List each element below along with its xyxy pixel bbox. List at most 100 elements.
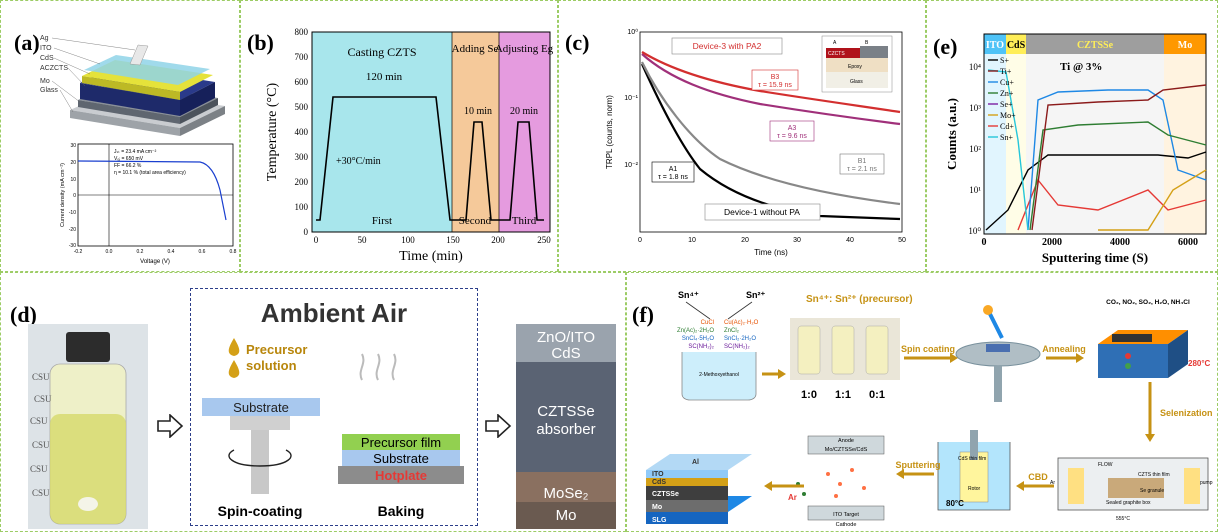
inset-glass: Glass <box>850 79 863 85</box>
temperature-profile-chart: 800 700 600 500 400 300 200 100 0 0 50 1… <box>265 27 554 264</box>
c-b3-tau: τ = 15.9 ns <box>758 82 792 89</box>
e-ytick: 10⁴ <box>969 62 981 72</box>
f-chem-right: SnCl₂·2H₂O <box>724 336 756 342</box>
b-stage-first: First <box>372 215 392 227</box>
b-xlabel: Time (min) <box>399 249 463 264</box>
e-ytick: 10⁰ <box>968 226 981 236</box>
f-step-selen: Selenization <box>1160 408 1213 418</box>
bake-film: Precursor film <box>361 435 441 450</box>
panel-f-label: (f) <box>632 302 654 327</box>
f-dev-al: Al <box>692 459 699 466</box>
c-bottom-box: Device-1 without PA <box>724 207 800 217</box>
panel-b-label: (b) <box>247 30 274 55</box>
panel-a-label: (a) <box>14 30 40 55</box>
layer-label-mo: Mo <box>40 78 50 85</box>
c-a3-name: A3 <box>788 125 797 132</box>
jv-xtick: 0.0 <box>106 249 113 255</box>
e-ylabel: Counts (a.u.) <box>948 98 959 170</box>
sem-mose2: MoSe₂ <box>543 485 588 502</box>
e-xlabel: Sputtering time (S) <box>1042 250 1148 265</box>
b-xtick: 150 <box>446 235 460 245</box>
e-ytick: 10³ <box>969 103 981 113</box>
e-xtick: 0 <box>982 237 987 248</box>
c-xtick: 0 <box>638 237 642 244</box>
c-ytick: 10⁰ <box>627 28 638 36</box>
f-chem-left: SC(NH₂)₂ <box>688 344 714 350</box>
device-stack-illustration: Ag ITO CdS ACZCTS Mo Glass <box>40 35 225 136</box>
panel-d-label: (d) <box>10 302 37 327</box>
jv-ytick: 30 <box>70 143 76 149</box>
panel-c-label: (c) <box>565 30 590 55</box>
f-selen-ar: Ar <box>1050 480 1055 486</box>
b-ytick: 100 <box>295 202 309 212</box>
layer-label-glass: Glass <box>40 87 58 94</box>
bottle-text: CSU <box>30 464 48 474</box>
e-layer-czts: CZTSSe <box>1077 40 1114 51</box>
layer-label-ito: ITO <box>40 45 52 52</box>
panel-e-label: (e) <box>933 34 958 59</box>
c-title-box: Device-3 with PA2 <box>693 41 762 51</box>
c-xtick: 50 <box>898 237 906 244</box>
f-dev-ito: ITO <box>652 471 664 478</box>
f-chem-left: CuCl <box>701 320 714 326</box>
droplet-icon <box>228 360 240 378</box>
sem-znoito: ZnO/ITO <box>537 329 595 346</box>
f-solvent: 2-Methoxyethanol <box>699 372 739 378</box>
e-legend: S+ Ti+ Cu+ Zn+ Se+ Mo+ Cd+ Sn+ <box>988 56 1016 142</box>
e-legend-zn: Zn+ <box>1000 89 1014 98</box>
layer-label-cds: CdS <box>40 55 54 62</box>
b-note-20: 20 min <box>510 106 538 117</box>
ambient-air-box <box>190 288 478 526</box>
e-ytick: 10¹ <box>969 185 981 195</box>
trpl-decay-chart: 10⁰ 10⁻¹ 10⁻² 0 10 20 30 40 50 Time (ns)… <box>605 28 906 257</box>
sem-cross-section: ZnO/ITO CdS CZTSSe absorber MoSe₂ Mo <box>516 324 616 529</box>
f-selen-pump: pump <box>1200 480 1213 486</box>
e-layer-ito: ITO <box>986 40 1004 51</box>
b-xtick: 200 <box>491 235 505 245</box>
f-ratio: 1:1 <box>835 389 851 401</box>
e-layer-mo: Mo <box>1178 40 1192 51</box>
f-gases: CO₂, NO₂, SO₂, H₂O, NH₄Cl <box>1106 299 1190 306</box>
f-selen-box: Sealed graphite box <box>1106 500 1151 506</box>
c-a1-name: A1 <box>669 166 678 173</box>
jv-xtick: 0.4 <box>168 249 175 255</box>
panel-b-frame <box>240 0 558 272</box>
bake-hotplate: Hotplate <box>375 468 427 483</box>
e-xtick: 4000 <box>1110 237 1130 248</box>
c-ylabel: TRPL (counts, norm) <box>605 95 614 169</box>
b-note-10: 10 min <box>464 106 492 117</box>
droplet-icon <box>228 338 240 356</box>
spin-substrate: Substrate <box>233 400 289 415</box>
e-legend-se: Se+ <box>1000 100 1013 109</box>
b-ytick: 400 <box>295 127 309 137</box>
c-a3-tau: τ = 9.6 ns <box>777 133 807 140</box>
inset-b: B <box>865 40 869 46</box>
jv-xtick: -0.2 <box>74 249 83 255</box>
c-ytick: 10⁻² <box>624 162 638 169</box>
c-b1-tau: τ = 2.1 ns <box>847 166 877 173</box>
jv-ylabel: Current density (mA cm⁻²) <box>60 163 66 227</box>
jv-ytick: 20 <box>70 160 76 166</box>
f-selen-film: CZTS thin film <box>1138 472 1170 478</box>
precursor-label-2: solution <box>246 358 297 373</box>
f-step-spin: Spin coating <box>901 344 955 354</box>
ambient-air-schematic: Ambient Air Precursor solution Substrate… <box>202 298 464 519</box>
jv-xtick: 0.6 <box>199 249 206 255</box>
f-sput-ar: Ar <box>788 493 797 502</box>
jv-ytick: -20 <box>69 227 76 233</box>
f-dev-cztsse: CZTSSe <box>652 491 679 498</box>
b-ytick: 0 <box>304 227 309 237</box>
jv-ytick: 10 <box>70 177 76 183</box>
e-legend-ti: Ti+ <box>1000 67 1012 76</box>
fabrication-process-diagram: Sn⁴⁺ Sn²⁺ CuCl Zn(Ac)₂·2H₂O SnCl₄·5H₂O S… <box>646 290 1213 528</box>
jv-xtick: 0.2 <box>137 249 144 255</box>
b-xtick: 100 <box>401 235 415 245</box>
precursor-label: Precursor <box>246 342 307 357</box>
e-xtick: 2000 <box>1042 237 1062 248</box>
b-ytick: 600 <box>295 77 309 87</box>
e-layer-cds: CdS <box>1007 40 1026 51</box>
c-xtick: 30 <box>793 237 801 244</box>
f-device-stack: Al ITO CdS CZTSSe Mo SLG <box>646 454 752 524</box>
jv-ytick: 0 <box>73 193 76 199</box>
baking-label: Baking <box>378 503 425 519</box>
